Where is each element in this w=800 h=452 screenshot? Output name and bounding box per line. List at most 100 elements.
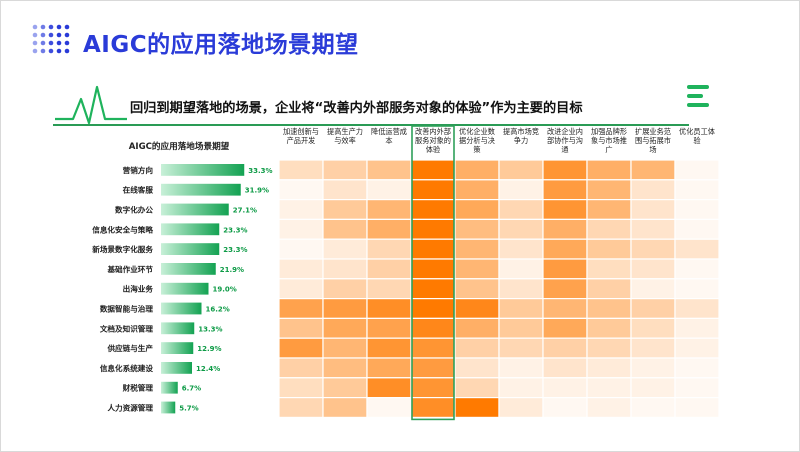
- bar: [161, 401, 176, 414]
- heat-cell: [322, 377, 368, 399]
- heat-cell: [630, 317, 676, 339]
- dot: [40, 40, 46, 46]
- column-header-line: 通: [561, 145, 568, 154]
- column-header-line: 本: [385, 136, 392, 145]
- column-header-line: 改进企业内: [547, 127, 583, 136]
- bar: [161, 243, 220, 255]
- dot: [40, 48, 46, 54]
- highlight-column-frame: [411, 125, 455, 421]
- dot: [64, 32, 70, 38]
- heat-cell: [542, 159, 588, 181]
- bar: [161, 322, 195, 335]
- heat-cell: [542, 377, 588, 399]
- heat-cell: [410, 377, 456, 399]
- heat-cell: [322, 357, 368, 379]
- heat-cell: [630, 397, 676, 419]
- bar-value-label: 23.3%: [223, 246, 247, 254]
- heat-cell: [674, 397, 720, 419]
- heat-cell: [498, 278, 544, 300]
- heat-cell: [498, 258, 544, 280]
- row-label: 财税管理: [122, 383, 154, 393]
- heat-cell: [498, 238, 544, 260]
- heat-cell: [498, 317, 544, 339]
- heat-cell: [410, 258, 456, 280]
- bar-value-label: 19.0%: [213, 286, 237, 294]
- heat-cell: [322, 337, 368, 359]
- heat-cell: [674, 179, 720, 201]
- bar-value-label: 27.1%: [233, 207, 257, 215]
- heat-cell: [542, 258, 588, 280]
- column-header-line: 场: [649, 145, 656, 154]
- heat-cell: [454, 238, 500, 260]
- heat-cell: [542, 278, 588, 300]
- column-header-line: 体验: [426, 145, 440, 154]
- heat-cell: [586, 357, 632, 379]
- heat-cell: [542, 179, 588, 201]
- heat-cell: [542, 238, 588, 260]
- heat-cell: [366, 278, 412, 300]
- heat-cell: [586, 159, 632, 181]
- column-header-line: 优化企业数: [459, 127, 495, 136]
- heat-cell: [542, 218, 588, 240]
- dot: [32, 24, 38, 30]
- bar-value-label: 13.3%: [198, 325, 222, 333]
- heat-cell: [366, 218, 412, 240]
- column-header-line: 服务对象的: [415, 136, 451, 145]
- column-header-line: 加强品牌形: [591, 127, 627, 136]
- heat-cell: [630, 278, 676, 300]
- column-header: 优化企业数据分析与决策: [459, 127, 495, 154]
- bar-value-label: 12.9%: [197, 345, 221, 353]
- heat-cell: [498, 179, 544, 201]
- bar: [161, 282, 209, 295]
- heat-cell: [542, 317, 588, 339]
- heat-cell: [586, 397, 632, 419]
- column-header: 加强品牌形象与市场推广: [591, 127, 627, 154]
- bar: [161, 302, 202, 315]
- column-header-line: 策: [473, 145, 480, 154]
- bar: [161, 164, 245, 176]
- heat-cell: [454, 199, 500, 221]
- heat-cell: [674, 357, 720, 379]
- heat-cell: [322, 159, 368, 181]
- heat-cell: [278, 218, 324, 240]
- heat-cell: [674, 199, 720, 221]
- column-header-line: 据分析与决: [459, 136, 495, 145]
- heat-cell: [278, 298, 324, 320]
- heat-cell: [586, 218, 632, 240]
- dots-grid-icon: [32, 24, 70, 54]
- column-header-line: 围与拓展市: [635, 136, 671, 145]
- bar-value-label: 33.3%: [248, 167, 272, 175]
- column-header-line: 广: [605, 145, 612, 154]
- row-label: 人力资源管理: [106, 403, 153, 413]
- column-header-line: 部协作与沟: [547, 136, 583, 145]
- bar-value-label: 16.2%: [206, 306, 230, 314]
- dot: [40, 24, 46, 30]
- row-label: 新场景数字化服务: [92, 244, 153, 254]
- column-header-line: 象与市场推: [591, 136, 627, 145]
- column-header-line: 加速创新与: [283, 127, 319, 136]
- column-header: 提高生产力与效率: [327, 127, 363, 145]
- heat-cell: [410, 159, 456, 181]
- heat-cell: [586, 238, 632, 260]
- heat-cell: [278, 258, 324, 280]
- heat-cell: [542, 337, 588, 359]
- row-label: 基础作业环节: [106, 264, 153, 274]
- heat-cell: [498, 159, 544, 181]
- bar: [161, 223, 220, 236]
- heat-cell: [278, 397, 324, 419]
- heat-cell: [410, 397, 456, 419]
- column-header-line: 提高生产力: [327, 127, 363, 136]
- row-label: 在线客服: [123, 185, 154, 195]
- column-header: 加速创新与产品开发: [283, 127, 319, 145]
- heat-cell: [498, 337, 544, 359]
- chart-title: AIGC的应用落地场景期望: [128, 142, 230, 152]
- column-header-line: 扩展业务范: [635, 127, 671, 136]
- heat-cell: [322, 278, 368, 300]
- heat-cell: [630, 258, 676, 280]
- column-header-line: 产品开发: [287, 136, 316, 145]
- heat-cell: [542, 357, 588, 379]
- bar: [161, 362, 192, 374]
- heat-cell: [278, 317, 324, 339]
- heat-cell: [630, 298, 676, 320]
